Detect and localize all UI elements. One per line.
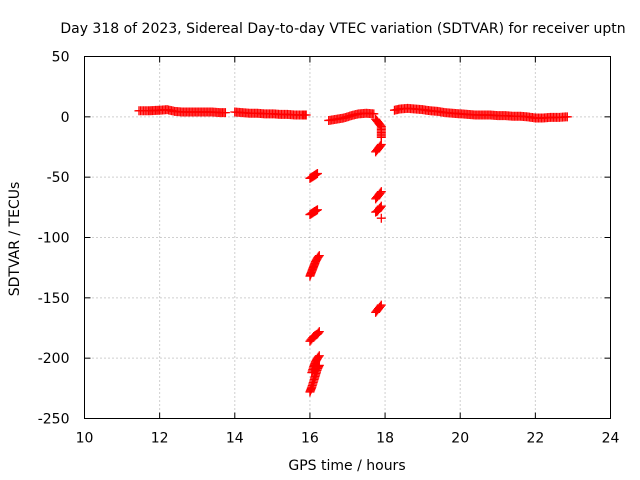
chart-title: Day 318 of 2023, Sidereal Day-to-day VTE… — [60, 21, 625, 37]
y-axis-label: SDTVAR / TECUs — [7, 182, 23, 297]
data-point — [314, 351, 324, 361]
y-tick-label: -50 — [47, 170, 70, 186]
data-point — [375, 202, 385, 212]
y-tick-label: -150 — [38, 291, 70, 307]
data-point — [376, 201, 386, 211]
data-point — [562, 112, 572, 122]
y-tick-label: 50 — [52, 50, 70, 66]
x-tick-label: 24 — [602, 431, 620, 447]
data-point — [376, 140, 386, 150]
data-point — [314, 251, 324, 261]
y-tick-label: -100 — [38, 231, 70, 247]
x-tick-label: 20 — [451, 431, 469, 447]
data-point — [313, 352, 323, 362]
data-point — [369, 109, 379, 119]
data-point — [376, 187, 386, 197]
data-points — [134, 103, 572, 397]
data-point — [313, 252, 323, 262]
y-tick-label: -200 — [38, 351, 70, 367]
x-tick-label: 16 — [301, 431, 319, 447]
data-point — [375, 141, 385, 151]
y-tick-label: -250 — [38, 412, 70, 428]
x-tick-label: 22 — [526, 431, 544, 447]
data-point — [312, 169, 322, 179]
x-tick-label: 12 — [151, 431, 169, 447]
x-tick-label: 10 — [76, 431, 94, 447]
data-point — [375, 188, 385, 198]
data-point — [375, 301, 385, 311]
data-point — [314, 327, 324, 337]
axis-ticks: 10 12 14 16 18 20 22 24 50 0 -50 -100 -150 -200 -250 — [38, 50, 620, 447]
y-tick-label: 0 — [61, 110, 70, 126]
x-tick-label: 14 — [226, 431, 244, 447]
x-tick-label: 18 — [376, 431, 394, 447]
data-point — [312, 205, 322, 215]
data-point — [313, 328, 323, 338]
data-point — [301, 110, 311, 120]
x-axis-label: GPS time / hours — [288, 458, 405, 474]
data-point — [376, 300, 386, 310]
data-point — [376, 213, 386, 223]
data-point — [220, 108, 230, 118]
